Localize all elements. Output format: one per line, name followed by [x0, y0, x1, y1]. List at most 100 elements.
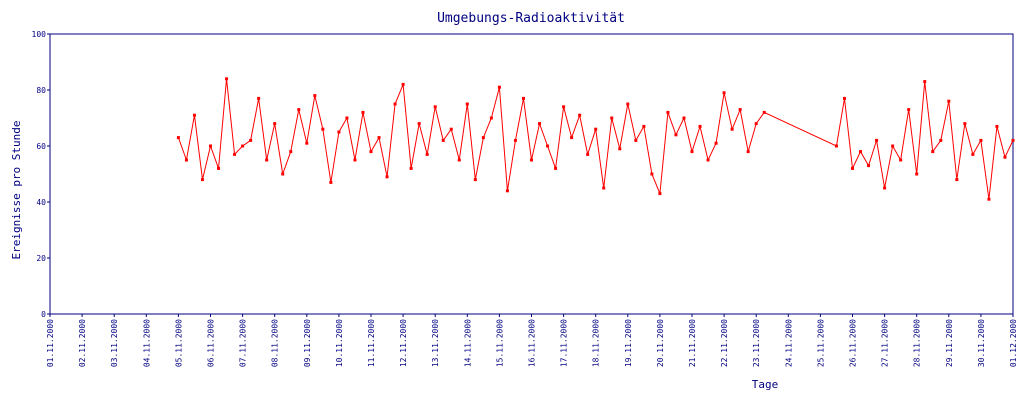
data-point [305, 141, 309, 145]
data-point [682, 116, 686, 120]
data-point [754, 122, 758, 126]
data-point [955, 178, 959, 182]
data-point [409, 166, 413, 170]
data-point [1003, 155, 1007, 159]
data-point [562, 105, 566, 109]
data-point [586, 152, 590, 156]
x-tick-label: 19.11.2000 [624, 319, 633, 367]
data-point [184, 158, 188, 162]
data-point [578, 113, 582, 117]
x-tick-label: 16.11.2000 [528, 319, 537, 367]
y-tick-label: 0 [41, 310, 46, 319]
y-tick-label: 100 [32, 30, 47, 39]
data-point [602, 186, 606, 190]
x-tick-label: 20.11.2000 [656, 319, 665, 367]
data-point [875, 138, 879, 142]
data-point [225, 77, 229, 81]
data-point [513, 138, 517, 142]
data-point [554, 166, 558, 170]
data-point [433, 105, 437, 109]
data-point [353, 158, 357, 162]
data-point [441, 138, 445, 142]
data-point [505, 189, 509, 193]
x-tick-label: 06.11.2000 [207, 319, 216, 367]
data-point [265, 158, 269, 162]
data-point [939, 138, 943, 142]
data-point [650, 172, 654, 176]
data-point [658, 192, 662, 196]
data-point [337, 130, 341, 134]
data-point [931, 150, 935, 154]
x-tick-label: 05.11.2000 [174, 319, 183, 367]
x-tick-label: 04.11.2000 [142, 319, 151, 367]
data-point [722, 91, 726, 95]
data-point [987, 197, 991, 201]
data-point [321, 127, 325, 131]
data-point [417, 122, 421, 126]
x-tick-label: 07.11.2000 [239, 319, 248, 367]
data-point [738, 108, 742, 112]
data-point [176, 136, 180, 140]
data-point [273, 122, 277, 126]
x-tick-label: 03.11.2000 [110, 319, 119, 367]
data-point [521, 96, 525, 100]
x-tick-label: 17.11.2000 [560, 319, 569, 367]
x-tick-label: 27.11.2000 [881, 319, 890, 367]
data-point [385, 175, 389, 179]
y-tick-label: 80 [36, 86, 46, 95]
x-tick-label: 28.11.2000 [913, 319, 922, 367]
x-tick-label: 08.11.2000 [271, 319, 280, 367]
chart-title: Umgebungs-Radioaktivität [437, 11, 625, 26]
data-point [714, 141, 718, 145]
y-axis-label: Ereignisse pro Stunde [10, 120, 23, 259]
data-point [457, 158, 461, 162]
data-point [618, 147, 622, 151]
data-point [200, 178, 204, 182]
data-point [963, 122, 967, 126]
data-point [425, 152, 429, 156]
x-tick-label: 25.11.2000 [816, 319, 825, 367]
data-point [899, 158, 903, 162]
data-point [642, 124, 646, 128]
data-point [209, 144, 212, 148]
x-tick-label: 15.11.2000 [495, 319, 504, 367]
data-point [626, 102, 630, 106]
x-tick-label: 22.11.2000 [720, 319, 729, 367]
data-point [730, 127, 734, 131]
data-point [842, 96, 846, 100]
data-point [834, 144, 838, 148]
data-point [690, 150, 694, 154]
data-point [257, 96, 261, 100]
x-tick-label: 18.11.2000 [592, 319, 601, 367]
data-point [706, 158, 710, 162]
data-point [570, 136, 574, 140]
data-point [473, 178, 477, 182]
x-axis-label: Tage [752, 378, 779, 391]
data-point [947, 99, 951, 103]
data-point [192, 113, 196, 117]
data-point [891, 144, 895, 148]
data-point [449, 127, 453, 131]
data-point [497, 85, 501, 89]
data-point [361, 110, 365, 114]
data-line [177, 78, 1014, 200]
data-point [345, 116, 349, 120]
data-point [698, 124, 702, 128]
data-point [217, 166, 221, 170]
data-point [297, 108, 301, 112]
x-tick-label: 13.11.2000 [431, 319, 440, 367]
data-point [465, 102, 469, 106]
data-point [329, 180, 333, 184]
x-tick-label: 01.12.2000 [1009, 319, 1018, 367]
data-point [995, 124, 999, 128]
data-point [401, 82, 405, 86]
data-point [313, 94, 317, 98]
data-point [907, 108, 911, 112]
data-point [915, 172, 919, 176]
x-tick-label: 10.11.2000 [335, 319, 344, 367]
data-point [249, 138, 253, 142]
data-point [489, 116, 493, 120]
x-tick-label: 14.11.2000 [463, 319, 472, 367]
data-point [971, 152, 975, 156]
